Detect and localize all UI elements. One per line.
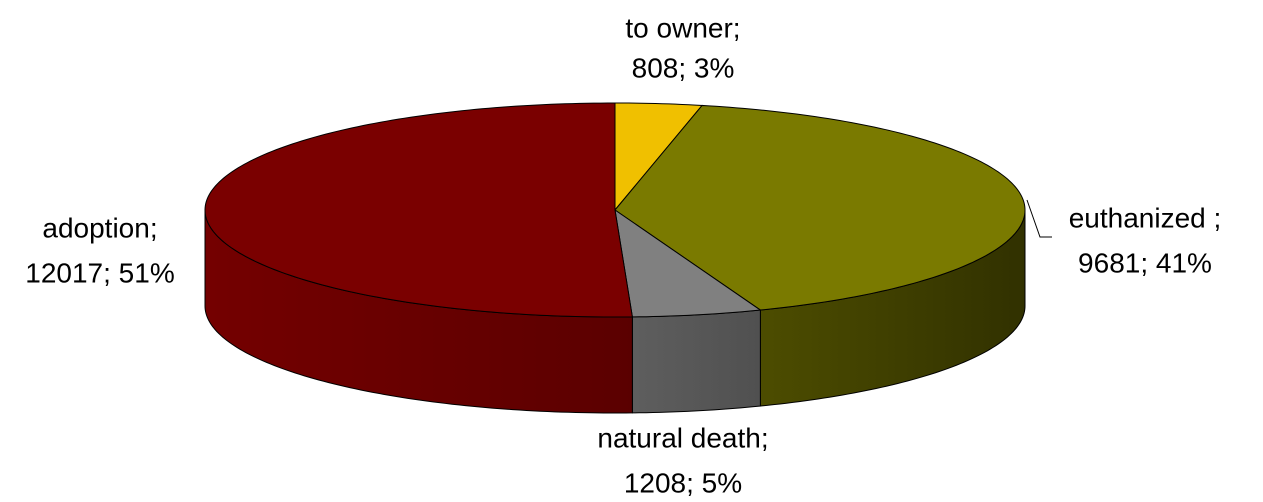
slice-label-value: 1208; 5% — [624, 467, 742, 498]
slice-label-value: 808; 3% — [632, 52, 735, 83]
pie-slice — [614, 208, 762, 318]
pie-tops — [204, 102, 1026, 318]
pie-slice — [204, 102, 633, 318]
labels: to owner; 808; 3% euthanized ; 9681; 41% nat… — [25, 12, 1221, 498]
pie-side — [631, 309, 761, 414]
slice-label-value: 9681; 41% — [1078, 247, 1212, 278]
slice-label-name: to owner; — [625, 12, 740, 43]
slice-label-name: euthanized ; — [1069, 202, 1222, 233]
pie-sides — [204, 209, 1026, 414]
pie-slice — [614, 104, 1026, 311]
slice-label-name: natural death; — [597, 422, 768, 453]
slice-label-value: 12017; 51% — [25, 257, 174, 288]
leader-line — [1026, 199, 1052, 238]
slice-label-name: adoption; — [42, 212, 157, 243]
